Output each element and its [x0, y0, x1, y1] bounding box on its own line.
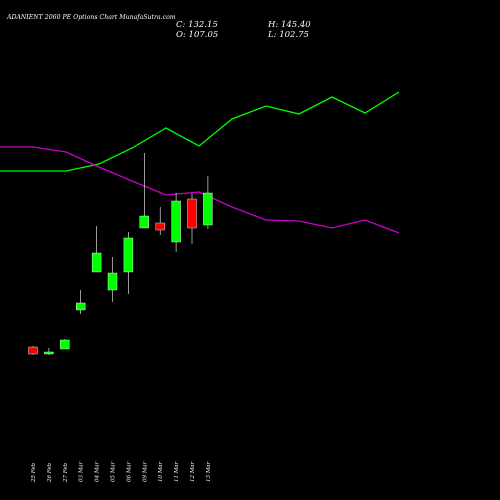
candle-body-up — [75, 302, 86, 311]
candle — [123, 232, 134, 294]
x-tick-label: 05 Mar — [111, 461, 117, 482]
high-value: H: 145.40 — [267, 20, 311, 30]
candle — [203, 176, 213, 229]
x-tick-label: 06 Mar — [126, 461, 132, 482]
candle-body-down — [155, 222, 165, 231]
candle — [44, 348, 54, 355]
close-value: C: 132.15 — [176, 20, 218, 30]
candle-body-up — [171, 200, 181, 243]
open-value: O: 107.05 — [176, 30, 218, 40]
candle — [91, 226, 102, 273]
candle-body-up — [44, 351, 54, 355]
x-tick-label: 13 Mar — [206, 461, 212, 482]
candle-body-up — [123, 237, 134, 273]
candle — [155, 207, 165, 235]
candle — [75, 290, 86, 314]
candle-body-up — [60, 339, 70, 350]
x-axis-ticks: 25 Feb 26 Feb 27 Feb 03 Mar 04 Mar 05 Mar 06 M… — [31, 461, 212, 483]
x-tick-label: 11 Mar — [174, 461, 180, 482]
candle-body-up — [203, 192, 213, 226]
x-tick-label: 25 Feb — [31, 462, 37, 483]
x-tick-label: 26 Feb — [47, 462, 53, 483]
chart-title: ADANIENT 2060 PE Options Chart MunafaSut… — [6, 14, 176, 21]
candle-body-up — [107, 272, 118, 291]
x-tick-label: 12 Mar — [190, 461, 196, 482]
low-value: L: 102.75 — [267, 30, 309, 40]
candle-body-down — [187, 198, 197, 229]
candle-body-up — [91, 252, 102, 273]
candle — [60, 339, 70, 350]
candle-body-up — [139, 215, 150, 229]
x-tick-label: 10 Mar — [158, 461, 164, 482]
indicator-lines — [0, 91, 400, 234]
x-tick-label: 27 Feb — [63, 462, 69, 483]
candle — [107, 257, 118, 302]
x-tick-label: 09 Mar — [142, 461, 148, 482]
candle — [187, 193, 197, 244]
candles — [28, 153, 213, 355]
x-tick-label: 04 Mar — [95, 461, 101, 482]
candle — [171, 193, 181, 252]
candle — [28, 346, 38, 355]
magenta-indicator-line — [0, 146, 400, 234]
x-tick-label: 03 Mar — [79, 461, 85, 482]
candle — [139, 153, 150, 229]
candle-body-down — [28, 346, 38, 355]
green-indicator-line — [0, 91, 400, 172]
